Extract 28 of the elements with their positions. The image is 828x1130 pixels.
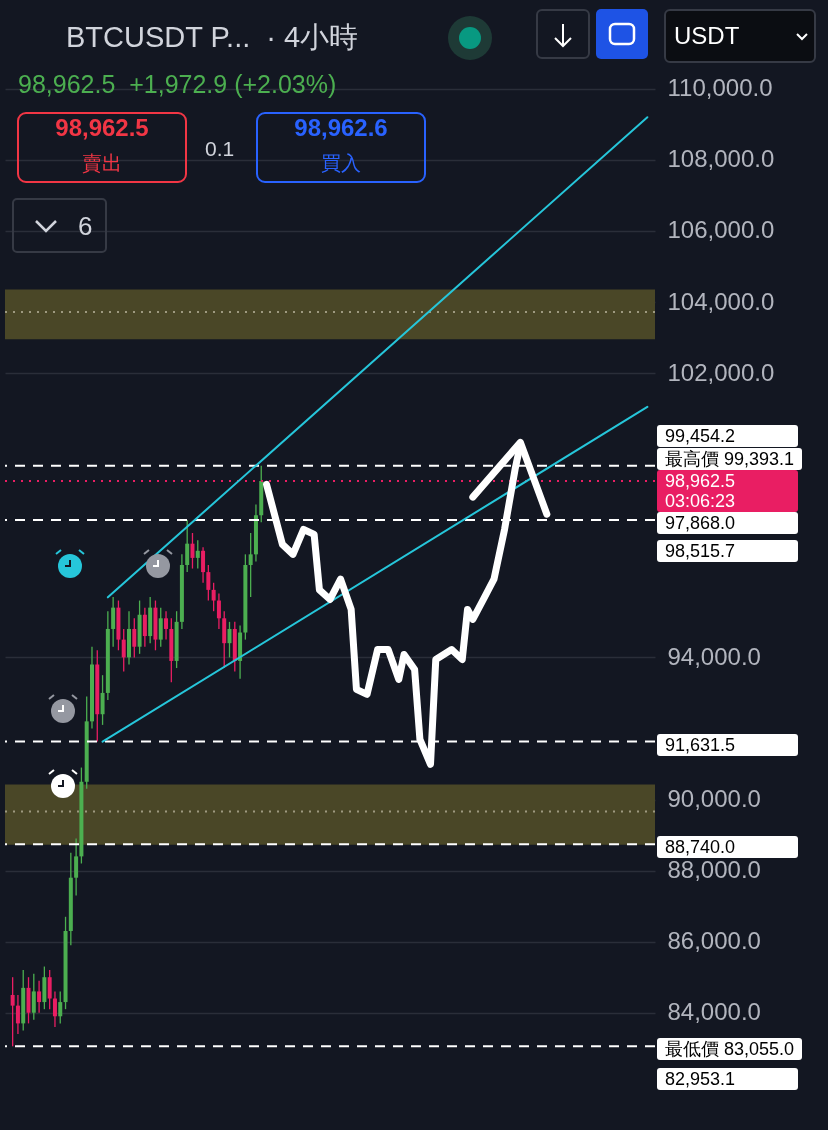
annotation: 0.1 — [205, 137, 235, 161]
y-tick-label: 106,000.0 — [667, 216, 775, 244]
y-tick-label: 102,000.0 — [667, 358, 775, 386]
y-tick-label: 88,000.0 — [667, 856, 761, 884]
ref-line-label: 最高價 99,393.1 — [657, 447, 803, 470]
y-tick-label: 86,000.0 — [667, 927, 761, 955]
text: 99,454.2 — [657, 425, 798, 447]
ref-line-label: 98,962.5 03:06:23 — [657, 469, 798, 512]
ref-line-label: 88,740.0 — [657, 836, 798, 859]
text: 98,515.7 — [657, 540, 798, 562]
annotation: 6 — [78, 211, 93, 242]
y-tick-label: 104,000.0 — [667, 287, 775, 315]
text: 98,962.5 +1,972.9 (+2.03%) — [18, 70, 337, 99]
annotation: 賣出 — [81, 151, 123, 176]
ref-line-label: 最低價 83,055.0 — [657, 1038, 803, 1061]
annotation: 98,962.5 — [54, 114, 150, 142]
y-tick-label: 94,000.0 — [667, 642, 761, 670]
annotation: 買入 — [320, 151, 362, 176]
ref-line-label: 91,631.5 — [657, 733, 798, 756]
y-tick-label: 84,000.0 — [667, 998, 761, 1026]
text: BTCUSDT P... · 4小時 — [66, 20, 359, 55]
text: USDT — [674, 22, 740, 50]
ref-line-label: 97,868.0 — [657, 511, 798, 534]
y-tick-label: 110,000.0 — [667, 74, 773, 102]
annotation: 98,962.6 — [293, 114, 389, 142]
text: 82,953.1 — [657, 1068, 798, 1090]
y-tick-label: 90,000.0 — [667, 785, 761, 813]
y-tick-label: 108,000.0 — [667, 145, 775, 173]
